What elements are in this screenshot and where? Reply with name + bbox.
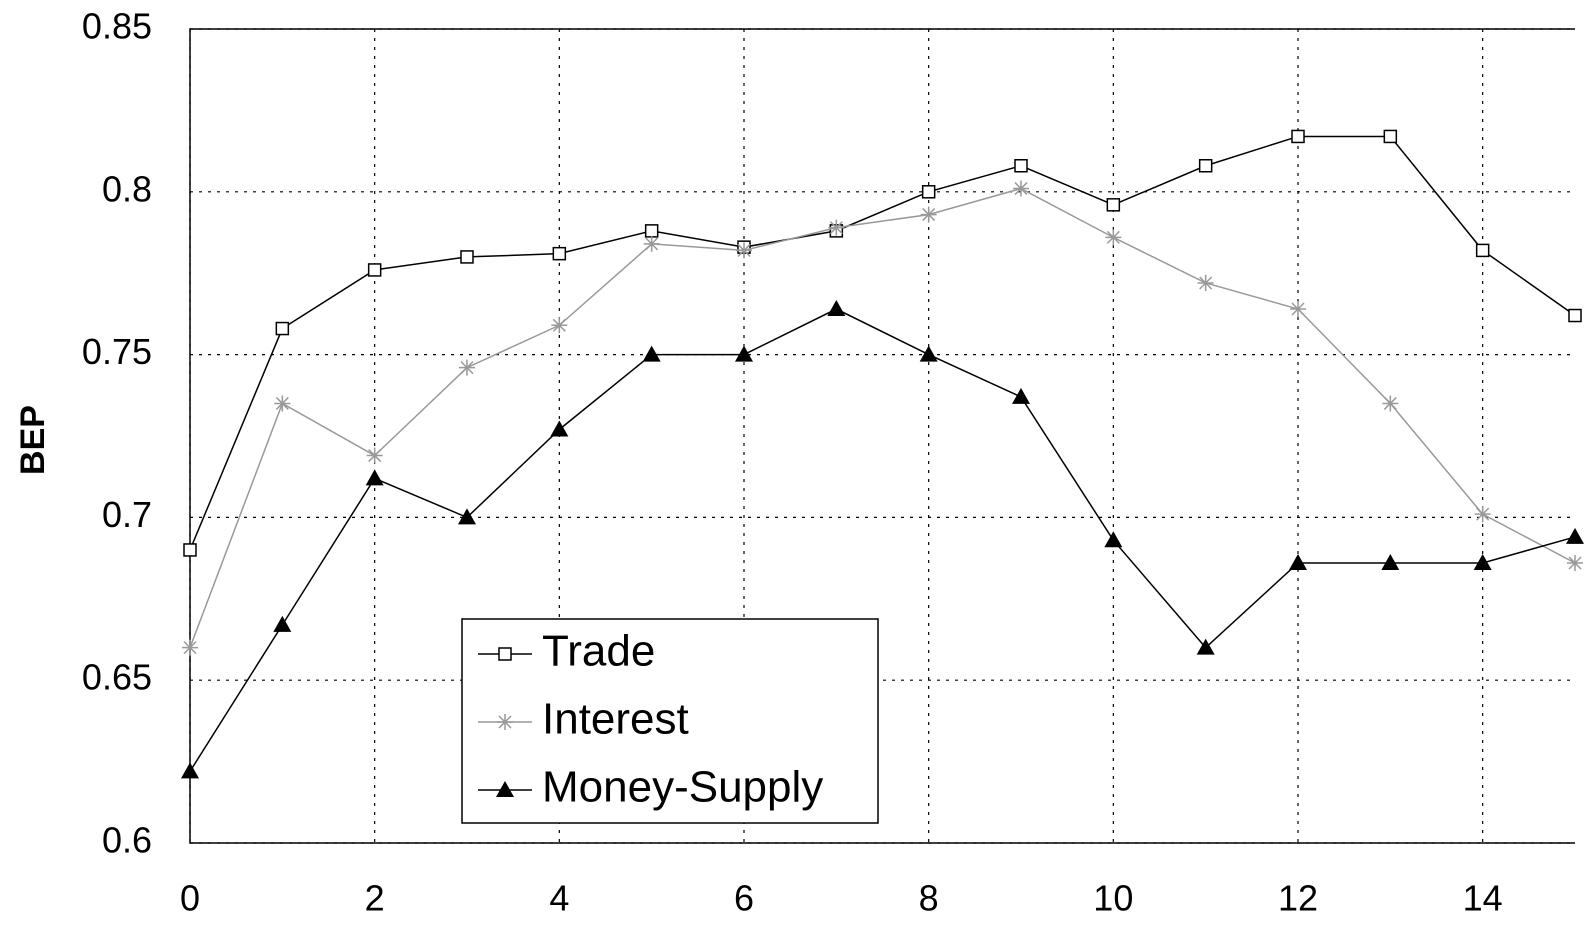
marker — [1474, 506, 1491, 523]
marker — [1105, 229, 1122, 246]
marker — [1381, 553, 1400, 570]
marker — [1566, 527, 1584, 544]
y-tick-label: 0.6 — [102, 820, 152, 861]
marker — [551, 317, 568, 334]
marker — [366, 447, 383, 464]
marker — [736, 242, 752, 259]
marker — [273, 615, 292, 632]
legend-label: Trade — [542, 627, 655, 676]
marker — [182, 639, 198, 656]
marker — [1197, 274, 1214, 291]
marker — [919, 345, 938, 362]
marker — [828, 219, 845, 236]
marker — [1290, 301, 1306, 318]
marker — [458, 508, 476, 525]
marker — [1291, 129, 1305, 144]
marker — [643, 235, 660, 252]
x-tick-label: 10 — [1093, 878, 1133, 919]
legend-box — [461, 618, 879, 824]
marker — [642, 345, 661, 362]
marker — [920, 206, 937, 223]
x-tick-label: 0 — [180, 878, 200, 919]
marker — [921, 185, 936, 199]
marker — [181, 762, 199, 779]
marker — [550, 420, 569, 437]
series-line — [189, 187, 1576, 648]
marker — [275, 321, 290, 336]
marker — [552, 246, 567, 261]
y-axis-label: BEP — [14, 405, 52, 475]
legend-label: Interest — [542, 695, 689, 744]
marker — [498, 647, 512, 661]
marker — [365, 469, 384, 486]
marker — [1567, 554, 1583, 571]
y-tick-label: 0.7 — [102, 494, 152, 535]
series-line — [189, 308, 1576, 772]
y-tick-label: 0.75 — [82, 331, 152, 372]
x-tick-label: 4 — [549, 878, 569, 919]
x-tick-label: 8 — [919, 878, 939, 919]
x-tick-label: 2 — [365, 878, 385, 919]
marker — [1289, 553, 1307, 570]
plot-frame — [189, 28, 1575, 844]
legend-label: Money-Supply — [542, 763, 823, 812]
y-tick-label: 0.65 — [82, 657, 152, 698]
marker — [827, 300, 846, 317]
y-tick-label: 0.8 — [102, 168, 152, 209]
marker — [1012, 387, 1030, 404]
marker — [1104, 531, 1123, 548]
marker — [644, 224, 659, 238]
marker — [459, 359, 475, 376]
marker — [274, 395, 291, 412]
marker — [1473, 553, 1492, 570]
marker — [496, 781, 514, 797]
marker — [1196, 638, 1215, 655]
series-line — [189, 135, 1576, 551]
marker — [1014, 159, 1028, 173]
marker — [497, 714, 513, 730]
marker — [183, 543, 197, 557]
marker — [1013, 180, 1029, 197]
marker — [735, 345, 753, 362]
marker — [367, 263, 382, 277]
marker — [1198, 159, 1213, 173]
marker — [1475, 243, 1490, 258]
x-tick-label: 6 — [734, 878, 754, 919]
marker — [460, 250, 474, 264]
y-tick-label: 0.85 — [82, 6, 152, 47]
legend: Trade Interest Money-Supply — [461, 618, 879, 824]
marker — [1568, 308, 1582, 323]
x-tick-label: 14 — [1463, 878, 1503, 919]
marker — [1382, 395, 1399, 412]
x-tick-label: 12 — [1278, 878, 1318, 919]
marker — [1106, 198, 1121, 212]
marker — [1383, 129, 1398, 144]
